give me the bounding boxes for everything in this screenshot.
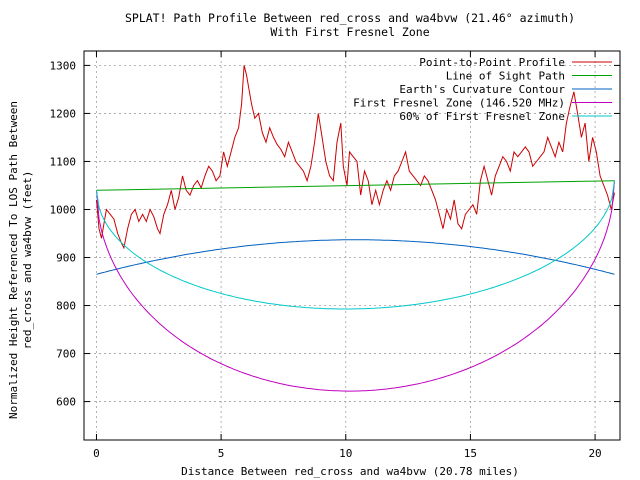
legend-label: Line of Sight Path: [446, 70, 565, 83]
x-tick-label: 0: [93, 447, 100, 460]
y-tick-label: 900: [56, 252, 76, 265]
grid: [84, 51, 620, 440]
series-group: [96, 65, 615, 392]
y-tick-label: 800: [56, 300, 76, 313]
series-line-first-fresnel-zone-146-520-mhz: [96, 180, 615, 392]
x-axis-label: Distance Between red_cross and wa4bvw (2…: [181, 465, 519, 478]
x-tick-label: 5: [218, 447, 225, 460]
y-tick-label: 600: [56, 396, 76, 409]
x-tick-label: 20: [588, 447, 601, 460]
series-line-earth-s-curvature-contour: [96, 239, 615, 275]
chart-subtitle: With First Fresnel Zone: [270, 25, 429, 39]
legend-label: Earth's Curvature Contour: [399, 83, 565, 96]
legend-label: Point-to-Point Profile: [419, 56, 565, 69]
y-axis-label-line1: Normalized Height Referenced To LOS Path…: [7, 101, 20, 419]
x-tick-label: 10: [339, 447, 352, 460]
series-line-point-to-point-profile: [96, 65, 615, 250]
chart-title: SPLAT! Path Profile Between red_cross an…: [125, 11, 575, 25]
legend-label: First Fresnel Zone (146.520 MHz): [353, 97, 565, 110]
x-tick-label: 15: [464, 447, 477, 460]
series-line-line-of-sight-path: [96, 180, 615, 191]
y-tick-label: 1000: [50, 203, 77, 216]
y-axis-label-line2: red_cross and wa4bvw (feet): [21, 171, 34, 350]
y-tick-label: 700: [56, 348, 76, 361]
series-line-60-of-first-fresnel-zone: [96, 180, 615, 310]
legend-label: 60% of First Fresnel Zone: [399, 110, 565, 123]
y-tick-label: 1100: [50, 155, 77, 168]
plot-border: [83, 50, 621, 441]
y-tick-label: 1300: [50, 59, 77, 72]
y-tick-label: 1200: [50, 107, 77, 120]
axis-ticks: 0 5 10 15 20 600 700 800 900 1000 1100 1200 1300: [50, 51, 620, 460]
